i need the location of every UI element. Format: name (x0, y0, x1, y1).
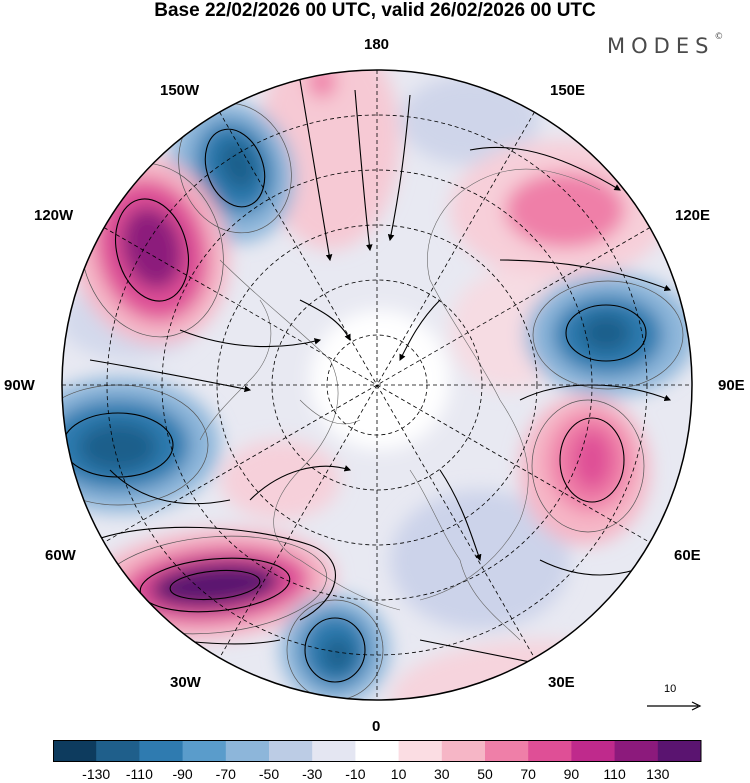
colorbar-swatch (398, 740, 443, 762)
map-title: Base 22/02/2026 00 UTC, valid 26/02/2026… (154, 0, 596, 21)
label-30w: 30W (170, 674, 201, 691)
colorbar-tick-label: 10 (390, 766, 407, 782)
colorbar-tick-label: 110 (603, 766, 626, 782)
colorbar-tick-label: 50 (477, 766, 493, 782)
colorbar-tick-label: -70 (215, 766, 236, 782)
label-180: 180 (364, 36, 390, 53)
colorbar-swatch (225, 740, 270, 762)
colorbar-tick-label: -110 (125, 766, 153, 782)
colorbar-swatch (96, 740, 140, 762)
colorbar-tick-label: 30 (434, 766, 450, 782)
colorbar-swatch (269, 740, 313, 762)
label-0: 0 (372, 718, 381, 735)
colorbar-tick-label: -30 (302, 766, 323, 782)
colorbar-tick-label: -50 (258, 766, 280, 782)
label-30e: 30E (548, 674, 575, 691)
colorbar (53, 740, 702, 762)
colorbar-swatch (53, 740, 97, 762)
colorbar-swatch (355, 740, 400, 762)
colorbar-swatch (441, 740, 486, 762)
colorbar-swatch (139, 740, 184, 762)
reference-vector-arrow (647, 701, 702, 711)
map-boundary (61, 69, 693, 701)
colorbar-tick-label: -130 (82, 766, 111, 782)
colorbar-swatch (182, 740, 227, 762)
colorbar-swatch (528, 740, 572, 762)
colorbar-tick-label: 90 (563, 766, 580, 782)
colorbar-tick-label: -10 (345, 766, 366, 782)
label-60e: 60E (674, 547, 701, 564)
label-60w: 60W (45, 547, 76, 564)
colorbar-swatch (485, 740, 529, 762)
reference-vector-label: 10 (664, 683, 677, 695)
colorbar-swatch (571, 740, 616, 762)
colorbar-tick-label: -90 (172, 766, 193, 782)
colorbar-border (53, 740, 702, 762)
logo-mark: © (714, 32, 724, 42)
colorbar-tick-label: 130 (646, 766, 670, 782)
label-120w: 120W (34, 207, 74, 224)
label-90w: 90W (4, 377, 35, 394)
colorbar-swatch (614, 740, 659, 762)
colorbar-swatch (657, 740, 702, 762)
modes-logo: MODES© (607, 32, 724, 58)
colorbar-tick-label: 70 (520, 766, 536, 782)
label-120e: 120E (675, 207, 711, 224)
logo-text: MODES (607, 34, 715, 58)
label-150w: 150W (160, 82, 200, 99)
wind-streamlines (62, 79, 672, 683)
label-150e: 150E (550, 82, 586, 99)
anomaly-field (62, 70, 692, 700)
colorbar-swatch (312, 740, 356, 762)
label-90e: 90E (718, 377, 745, 394)
